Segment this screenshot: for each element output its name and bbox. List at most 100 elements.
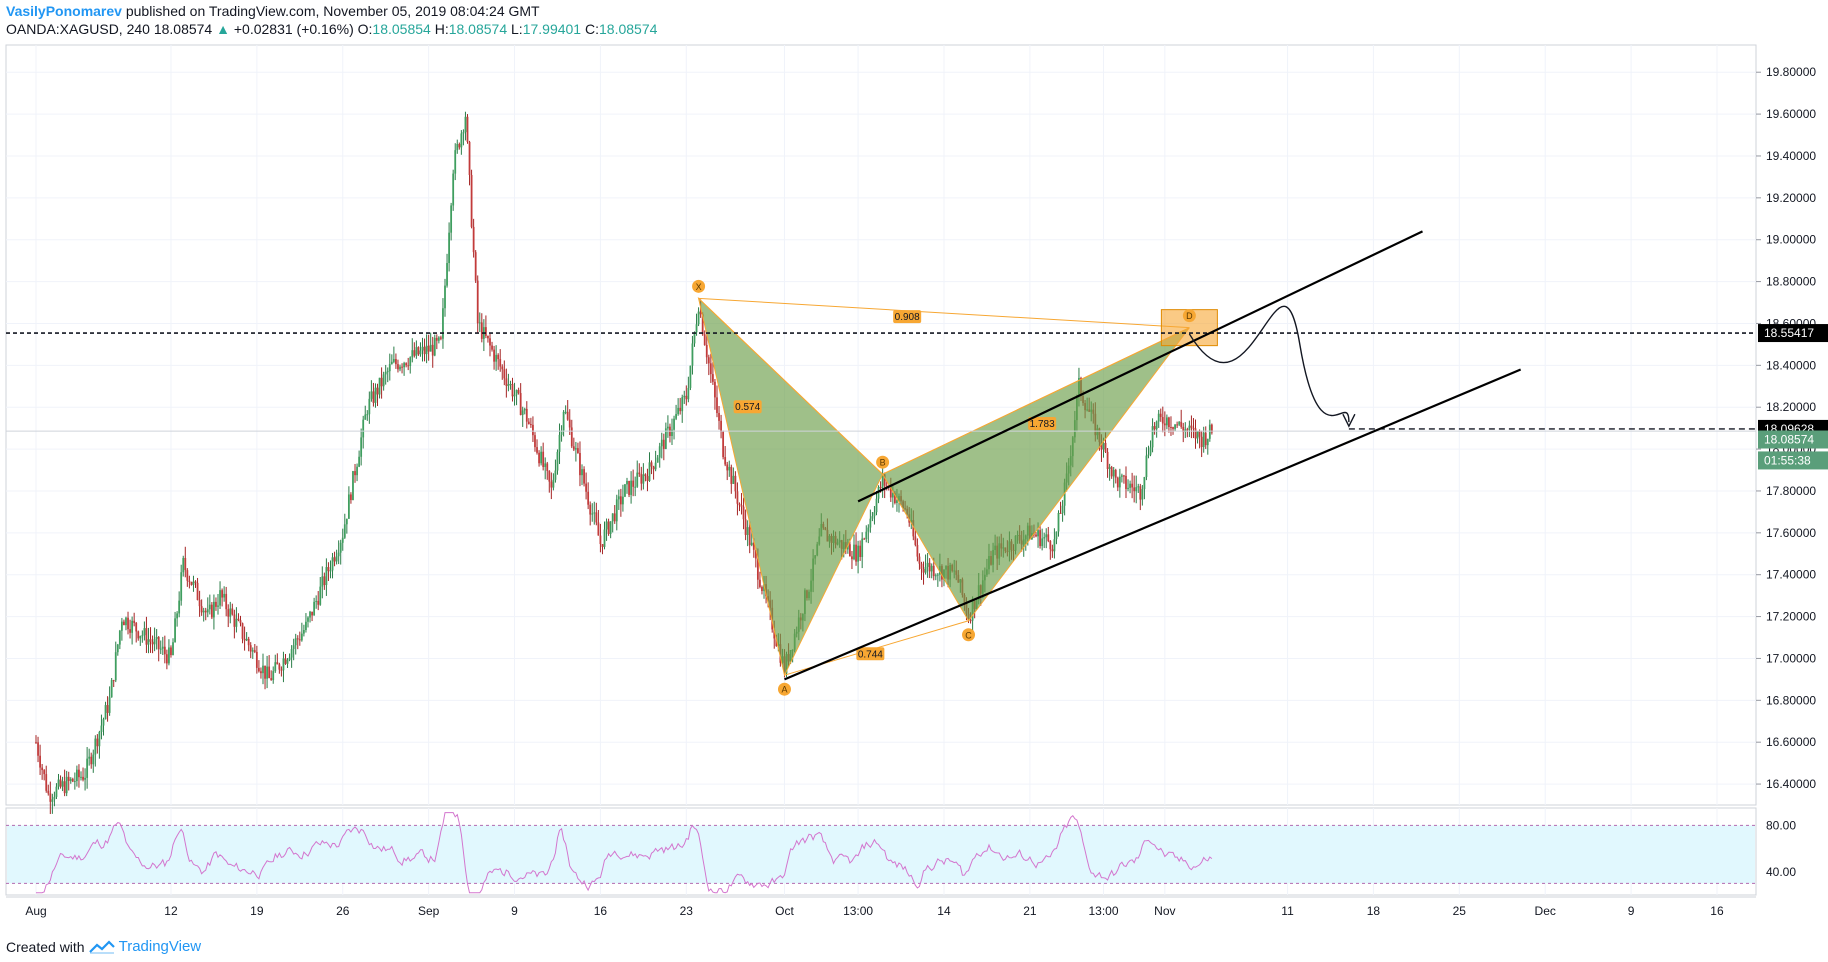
candle-body [869, 518, 872, 528]
candle-body [1118, 476, 1121, 488]
x-tick-label: 25 [1453, 904, 1467, 918]
candle-body [472, 226, 475, 253]
candle-body [1063, 482, 1066, 506]
candle-body [386, 371, 389, 373]
candle-body [756, 558, 759, 580]
candle-body [96, 738, 99, 747]
candle-body [523, 408, 526, 411]
candle-body [1106, 451, 1109, 469]
candle-body [1110, 467, 1113, 477]
y-tick-label: 16.80000 [1766, 693, 1816, 707]
candle-body [1178, 421, 1181, 425]
candle-body [924, 566, 927, 573]
candle-body [163, 646, 166, 655]
up-arrow-icon: ▲ [216, 21, 230, 37]
candle-body [217, 605, 219, 607]
candle-body [1145, 455, 1148, 478]
candle-body [640, 474, 643, 484]
candle-body [454, 150, 457, 174]
candle-body [370, 391, 373, 399]
candle-body [572, 446, 575, 450]
candle-body [417, 347, 420, 355]
candle-body [364, 414, 367, 420]
candle-body [853, 544, 855, 560]
candle-body [738, 503, 741, 506]
candle-body [260, 671, 262, 674]
resistance-price-tag: 18.55417 [1764, 326, 1814, 340]
candle-body [41, 767, 44, 771]
candle-body [577, 448, 579, 453]
candle-body [525, 408, 528, 422]
ratio-label: 0.574 [735, 402, 760, 413]
candle-body [288, 657, 291, 660]
candle-body [202, 610, 205, 613]
candle-body [861, 538, 864, 558]
candle-body [1180, 421, 1183, 427]
candle-body [654, 462, 657, 470]
candle-body [384, 371, 387, 375]
candle-body [534, 435, 536, 448]
pattern-point-label: D [1186, 311, 1193, 321]
candle-body [437, 337, 440, 341]
candle-body [235, 618, 238, 627]
candle-body [401, 366, 403, 368]
channel-upper-line [857, 230, 1423, 503]
candle-body [339, 542, 342, 553]
harmonic-pattern[interactable]: X A B C D 0.574 0.744 1.783 0.908 [692, 279, 1218, 696]
candle-body [131, 620, 134, 633]
candle-body [624, 484, 626, 497]
axes: 19.80000 19.60000 19.40000 19.20000 19.00000… [6, 65, 1828, 918]
candle-body [519, 393, 522, 416]
candle-body [168, 647, 170, 664]
candle-body [292, 645, 295, 650]
x-tick-label: Sep [418, 904, 440, 918]
rsi-tick-label: 80.00 [1766, 818, 1796, 832]
candle-body [350, 494, 352, 501]
candle-body [249, 645, 252, 652]
candle-body [176, 613, 179, 619]
y-tick-label: 19.80000 [1766, 65, 1816, 79]
candle-body [446, 263, 448, 286]
candle-body [1043, 537, 1046, 539]
candle-body [1163, 423, 1166, 426]
tradingview-brand[interactable]: TradingView [118, 938, 202, 955]
drawings[interactable] [6, 230, 1756, 681]
candle-body [683, 395, 686, 398]
candle-body [407, 365, 410, 367]
candle-body [936, 574, 939, 576]
ratio-badge [856, 647, 885, 661]
ohlc-o-value: 18.05854 [372, 21, 431, 37]
candle-body [1143, 477, 1146, 490]
candle-body [225, 593, 228, 610]
candle-body [546, 463, 549, 471]
candle-body [1049, 540, 1052, 550]
candle-body [356, 466, 358, 476]
candle-body [489, 338, 491, 346]
candle-body [311, 611, 313, 616]
candle-body [37, 742, 39, 756]
candle-body [1108, 467, 1111, 469]
candle-body [626, 480, 628, 485]
candle-body [35, 742, 37, 744]
candle-body [511, 383, 514, 397]
candle-body [47, 790, 50, 794]
candle-body [497, 354, 500, 360]
candle-body [241, 623, 244, 639]
rsi-panel[interactable]: 80.00 40.00 [6, 812, 1796, 894]
candle-body [296, 638, 299, 640]
candle-body [720, 420, 722, 432]
candle-body [45, 774, 48, 791]
candle-body [652, 466, 655, 470]
candle-body [728, 466, 731, 471]
candle-body [53, 796, 56, 800]
x-tick-label: 13:00 [843, 904, 873, 918]
author-name[interactable]: VasilyPonomarev [6, 3, 122, 19]
candle-body [593, 512, 596, 514]
symbol-legend: OANDA:XAGUSD, 240 18.08574 ▲ +0.02831 (+… [6, 21, 657, 37]
resistance-price-tag-bg [1758, 324, 1828, 343]
candle-body [605, 521, 608, 530]
candle-body [595, 512, 598, 523]
candle-body [1208, 424, 1211, 439]
candle-body [1170, 427, 1172, 429]
